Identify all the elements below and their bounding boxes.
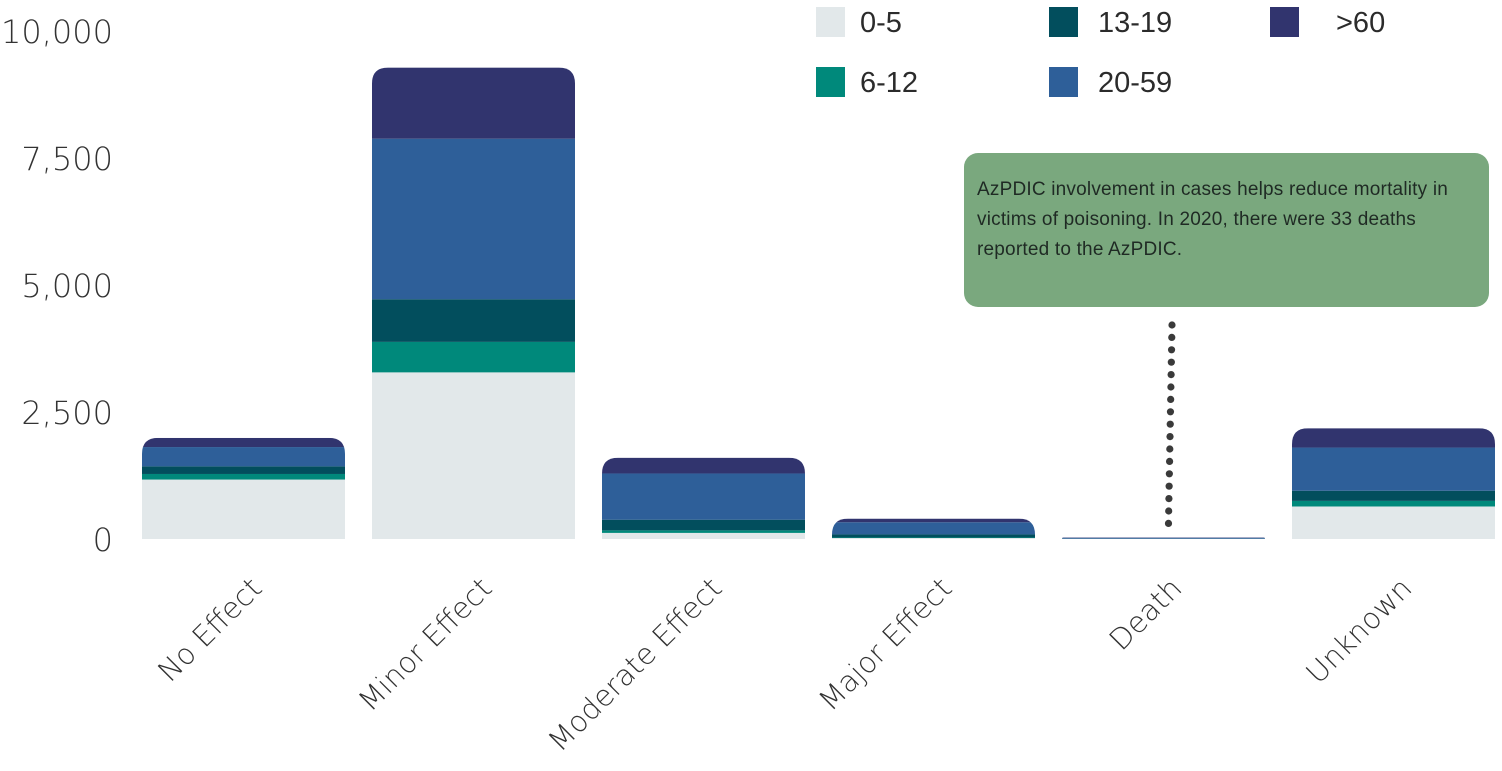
y-tick-label: 7,500 [21, 140, 113, 178]
legend-label: >60 [1336, 7, 1385, 39]
y-tick-label: 10,000 [1, 13, 113, 51]
connector-dot [1167, 395, 1175, 403]
connector-dot [1166, 445, 1174, 453]
bar-segment [1292, 490, 1495, 501]
y-tick-label: 2,500 [21, 394, 113, 432]
bar-segment [832, 537, 1035, 538]
x-tick-label: Moderate Effect [541, 571, 728, 758]
connector-dot [1166, 433, 1174, 441]
connector-dot [1168, 333, 1176, 341]
legend-item: >60 [1270, 7, 1385, 39]
bar-stack-death [1062, 537, 1265, 539]
legend-label: 13-19 [1098, 7, 1172, 39]
x-axis: No Effect Minor Effect Moderate Effect Majo… [151, 571, 1418, 758]
bar-segment [1292, 500, 1495, 507]
annotation-connector [1164, 321, 1176, 528]
bar-segment [372, 341, 575, 373]
bar-segment [372, 299, 575, 342]
connector-dot [1165, 470, 1173, 478]
bar-segment [142, 437, 345, 448]
connector-dot [1165, 482, 1173, 490]
legend-swatch [816, 7, 845, 37]
bar-stack-minor-effect [372, 67, 575, 539]
legend-item: 0-5 [816, 7, 902, 39]
x-tick-label: Minor Effect [352, 571, 499, 718]
legend-label: 20-59 [1098, 67, 1172, 99]
x-tick-label: No Effect [151, 571, 268, 688]
connector-dot [1167, 346, 1176, 354]
bar-stack-moderate-effect [602, 457, 805, 539]
bars [142, 67, 1495, 539]
legend-item: 20-59 [1049, 67, 1172, 99]
bar-segment [832, 534, 1035, 538]
bar-segment [372, 372, 575, 539]
legend-swatch [1270, 7, 1299, 37]
legend-swatch [1049, 7, 1078, 37]
bar-stack-unknown [1292, 428, 1495, 539]
connector-dot [1166, 408, 1175, 416]
bar-segment [832, 518, 1035, 523]
legend-swatch [1049, 67, 1078, 97]
legend-item: 6-12 [816, 67, 918, 99]
bar-segment [602, 532, 805, 539]
bar-segment [1062, 537, 1265, 539]
legend: 0-5 6-12 13-19 20-59 >60 [816, 7, 1385, 99]
y-axis: 0 2,500 5,000 7,500 10,000 [1, 13, 113, 559]
connector-dot [1167, 358, 1175, 366]
legend-label: 0-5 [860, 7, 902, 39]
bar-stack-no-effect [142, 437, 345, 539]
connector-dot [1165, 495, 1173, 503]
bar-segment [372, 138, 575, 300]
bar-segment [1292, 506, 1495, 539]
connector-dot [1166, 420, 1174, 428]
legend-label: 6-12 [860, 67, 918, 99]
annotation-callout: AzPDIC involvement in cases helps reduce… [964, 153, 1489, 307]
legend-item: 13-19 [1049, 7, 1172, 39]
bar-segment [1292, 447, 1495, 491]
bar-segment [142, 466, 345, 474]
bar-segment [602, 519, 805, 531]
bar-segment [602, 457, 805, 474]
bar-segment [142, 447, 345, 467]
bar-segment [142, 479, 345, 539]
connector-dot [1165, 507, 1173, 515]
bar-segment [832, 537, 1035, 539]
legend-swatch [816, 67, 845, 97]
bar-segment [602, 473, 805, 520]
x-tick-label: Death [1102, 571, 1188, 657]
connector-dot [1168, 321, 1176, 329]
bar-segment [1292, 428, 1495, 448]
connector-dot [1167, 371, 1175, 379]
bar-segment [142, 473, 345, 480]
connector-dot [1167, 383, 1175, 391]
bar-segment [602, 530, 805, 533]
connector-dot [1165, 457, 1174, 465]
y-tick-label: 0 [93, 521, 113, 559]
bar-stack-major-effect [832, 518, 1035, 539]
x-tick-label: Major Effect [812, 571, 959, 718]
connector-dot [1164, 519, 1173, 528]
x-tick-label: Unknown [1299, 571, 1418, 690]
y-tick-label: 5,000 [21, 267, 113, 305]
bar-segment [372, 67, 575, 139]
bar-segment [832, 522, 1035, 535]
